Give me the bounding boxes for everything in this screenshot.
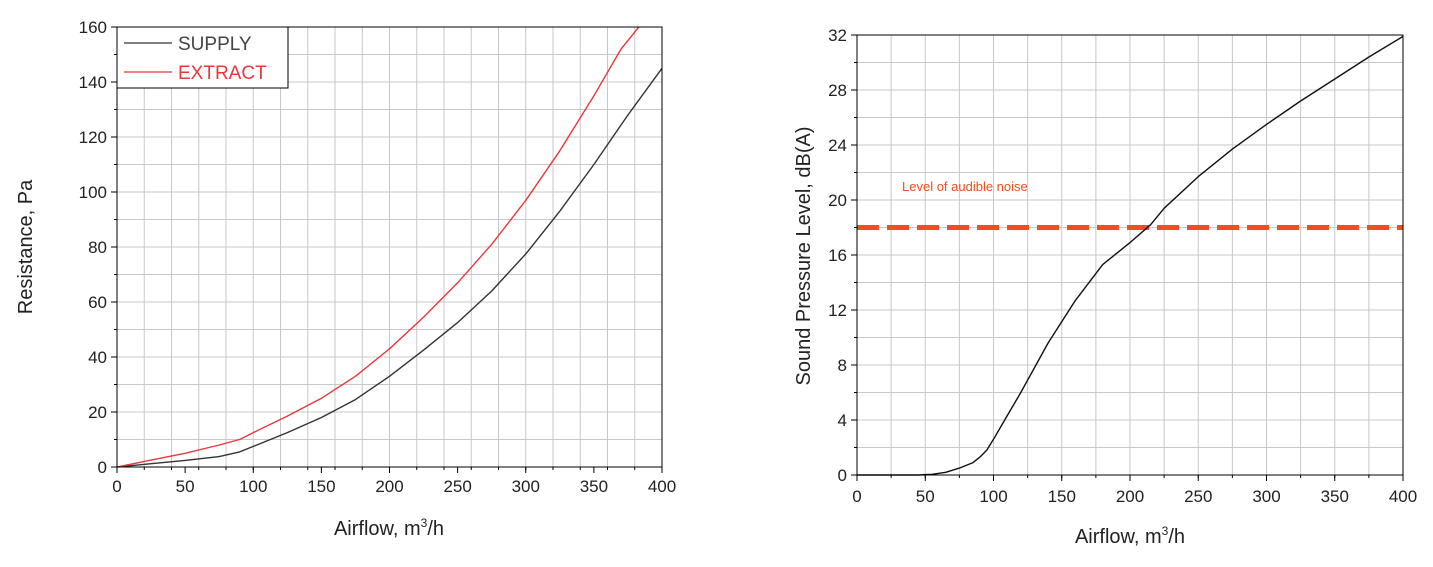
resistance-y-tick-label: 40: [88, 348, 107, 367]
resistance-series-line-supply: [116, 67, 663, 468]
resistance-y-tick-label: 80: [88, 238, 107, 257]
resistance-plot-frame: [116, 26, 663, 468]
resistance-y-tick-label: 60: [88, 293, 107, 312]
sound-y-tick-label: 8: [838, 356, 847, 375]
resistance-series: [116, 26, 663, 468]
resistance-y-tick-label: 120: [79, 128, 107, 147]
sound-x-tick-label: 50: [916, 487, 935, 506]
resistance-x-tick-label: 100: [239, 477, 267, 496]
sound-pressure-chart: 0 50 100 150 200 250 300 350 400048121620242832 …: [793, 26, 1417, 548]
resistance-y-tick-label: 100: [79, 183, 107, 202]
resistance-x-tick-label: 300: [512, 477, 540, 496]
resistance-series-line-extract: [116, 26, 640, 468]
resistance-axis-ticks: 0 50 100 150 200 250 300 350 400 0 20 40 60 80 100 120 1…: [79, 18, 677, 496]
resistance-x-axis-title: Airflow, m3/h: [334, 516, 444, 540]
sound-x-tick-label: 350: [1321, 487, 1349, 506]
resistance-x-tick-label: 50: [176, 477, 195, 496]
sound-plot-frame: [856, 34, 1404, 476]
sound-x-tick-label: 300: [1252, 487, 1280, 506]
sound-x-tick-label: 0: [852, 487, 861, 506]
sound-series: [857, 35, 1404, 476]
resistance-y-tick-label: 160: [79, 18, 107, 37]
sound-y-tick-label: 12: [828, 301, 847, 320]
resistance-x-tick-label: 350: [580, 477, 608, 496]
resistance-grid: [117, 27, 662, 467]
legend-box: [116, 26, 289, 89]
sound-y-tick-label: 16: [828, 246, 847, 265]
resistance-x-tick-label: 400: [648, 477, 676, 496]
resistance-chart: 0 50 100 150 200 250 300 350 400 0 20 40 60 80 100 120 1…: [15, 18, 676, 540]
resistance-x-tick-label: 0: [112, 477, 121, 496]
legend-extract-label: EXTRACT: [178, 63, 267, 84]
resistance-y-axis-title: Resistance, Pa: [15, 179, 37, 314]
sound-x-tick-label: 150: [1048, 487, 1076, 506]
sound-x-axis-title: Airflow, m3/h: [1075, 524, 1185, 548]
resistance-y-tick-label: 140: [79, 73, 107, 92]
resistance-x-tick-label: 150: [307, 477, 335, 496]
sound-y-tick-label: 20: [828, 191, 847, 210]
audible-noise-reference: Level of audible noise: [857, 179, 1403, 230]
sound-x-tick-label: 200: [1116, 487, 1144, 506]
sound-y-tick-label: 32: [828, 26, 847, 45]
legend-supply-label: SUPPLY: [178, 34, 252, 55]
sound-series-line-0: [857, 35, 1404, 476]
sound-y-tick-label: 28: [828, 81, 847, 100]
resistance-y-tick-label: 20: [88, 403, 107, 422]
sound-y-tick-label: 0: [838, 466, 847, 485]
sound-grid: [857, 35, 1403, 475]
audible-noise-label: Level of audible noise: [902, 179, 1028, 194]
sound-y-tick-label: 24: [828, 136, 847, 155]
sound-axis-ticks: 0 50 100 150 200 250 300 350 400 0 4 8 12 16 20 24 28 32: [828, 26, 1417, 506]
resistance-x-tick-label: 250: [443, 477, 471, 496]
sound-x-tick-label: 250: [1184, 487, 1212, 506]
sound-y-tick-label: 4: [838, 411, 847, 430]
sound-x-tick-label: 100: [979, 487, 1007, 506]
sound-x-tick-label: 400: [1389, 487, 1417, 506]
resistance-y-tick-label: 0: [98, 458, 107, 477]
sound-y-axis-title: Sound Pressure Level, dB(A): [793, 126, 815, 385]
resistance-legend: SUPPLY EXTRACT: [116, 26, 289, 89]
resistance-x-tick-label: 200: [375, 477, 403, 496]
